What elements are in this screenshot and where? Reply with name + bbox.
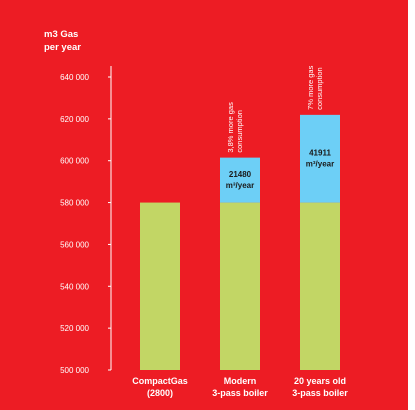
category-label: CompactGas (2800) [132, 376, 188, 398]
category-label: Modern 3-pass boiler [212, 376, 268, 398]
data-label: 21480 m³/year [226, 170, 254, 190]
category-label: 20 years old 3-pass boiler [292, 376, 348, 398]
bar-base [300, 202, 340, 370]
bar-base [220, 202, 260, 370]
y-tick-label: 520 000 [60, 324, 89, 333]
y-tick-label: 500 000 [60, 366, 89, 375]
bar-extra [300, 114, 340, 203]
y-tick-label: 560 000 [60, 240, 89, 249]
bar-base [140, 202, 180, 370]
bar-annotation: 7% more gasconsumption [306, 65, 324, 109]
y-axis-title: m3 Gas per year [44, 29, 81, 53]
bar-annotation: 3,8% more gasconsumption [226, 102, 244, 153]
data-label: 41911 m³/year [306, 149, 334, 169]
y-tick-label: 540 000 [60, 282, 89, 291]
y-tick-label: 600 000 [60, 157, 89, 166]
bar-extra [220, 157, 260, 203]
y-tick-label: 620 000 [60, 115, 89, 124]
y-tick-label: 640 000 [60, 73, 89, 82]
y-tick-label: 580 000 [60, 199, 89, 208]
